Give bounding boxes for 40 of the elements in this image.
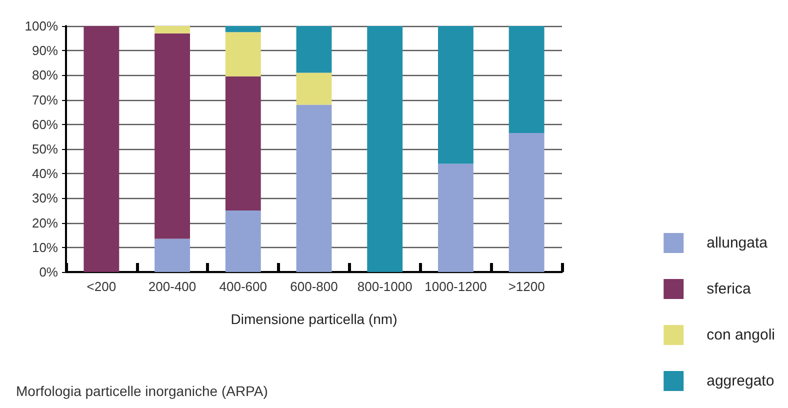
bar (296, 104, 332, 272)
bar (508, 133, 544, 272)
y-tick-label: 40% (32, 166, 58, 182)
bar (225, 76, 261, 210)
legend-label: aggregato (706, 372, 774, 390)
y-tick-label: 60% (32, 116, 58, 132)
bar (367, 26, 403, 272)
x-tick-label: <200 (86, 279, 116, 294)
bar (296, 72, 332, 105)
y-tick-label: 20% (32, 215, 58, 230)
y-tick-label: 10% (32, 240, 58, 255)
y-tick-label: 0% (39, 264, 58, 280)
x-tick-label: 400-600 (219, 279, 267, 294)
y-tick-label: 70% (32, 92, 58, 108)
text: Morfologia particelle inorganiche (ARPA) (16, 383, 268, 399)
bar (225, 210, 261, 272)
x-axis-title: Dimensione particella (nm) (230, 311, 398, 327)
y-tick-label: 50% (32, 142, 58, 156)
x-tick-label: 200-400 (148, 279, 196, 294)
legend-label: sferica (706, 280, 752, 298)
bar (154, 238, 190, 272)
bar (296, 26, 332, 73)
y-tick-label: 80% (32, 68, 58, 83)
x-tick-label: >1200 (508, 279, 545, 294)
x-tick-label: 600-800 (290, 279, 338, 294)
bar (225, 26, 261, 32)
bar (508, 26, 544, 134)
bar (154, 33, 190, 239)
bar (84, 26, 120, 272)
legend-label: allungata (706, 234, 768, 252)
bar (154, 26, 190, 34)
y-tick-label: 100% (24, 18, 58, 34)
y-tick-label: 90% (32, 43, 58, 58)
bar (225, 32, 261, 76)
legend-label: con angoli (706, 326, 776, 344)
x-tick-label: 1000-1200 (424, 279, 487, 294)
y-tick-label: 30% (32, 190, 58, 206)
bar (438, 26, 474, 164)
bar (438, 164, 474, 272)
x-tick-label: 800-1000 (357, 279, 412, 294)
